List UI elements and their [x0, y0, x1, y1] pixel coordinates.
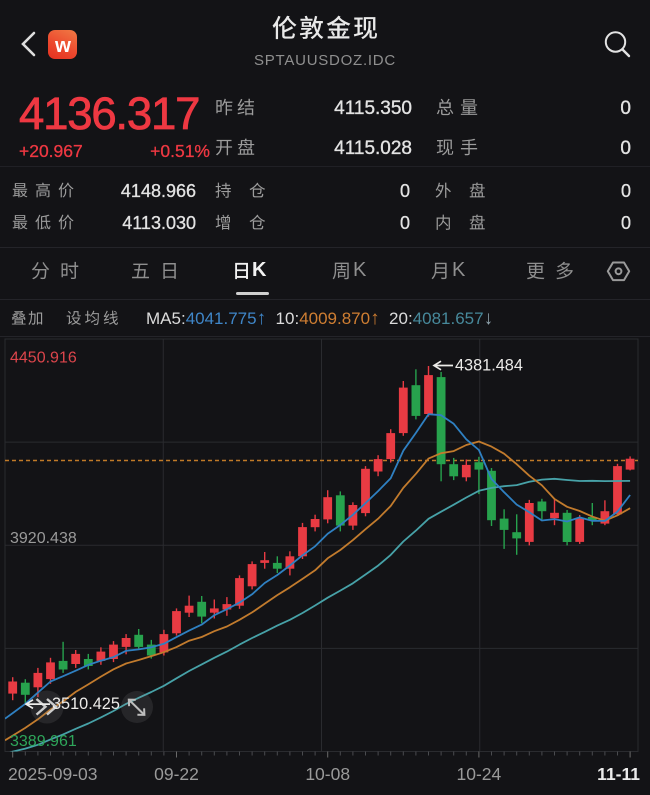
svg-text:2025-09-03: 2025-09-03: [8, 764, 98, 784]
svg-text:4450.916: 4450.916: [10, 350, 77, 367]
svg-text:10-24: 10-24: [457, 764, 502, 784]
svg-text:11-11: 11-11: [597, 764, 640, 784]
svg-text:3389.961: 3389.961: [10, 733, 77, 750]
svg-text:09-22: 09-22: [154, 764, 199, 784]
svg-text:3920.438: 3920.438: [10, 530, 77, 547]
svg-text:4381.484: 4381.484: [455, 356, 523, 374]
svg-text:10-08: 10-08: [305, 764, 350, 784]
svg-text:3510.425: 3510.425: [52, 695, 120, 713]
svg-text:w: w: [54, 34, 71, 57]
